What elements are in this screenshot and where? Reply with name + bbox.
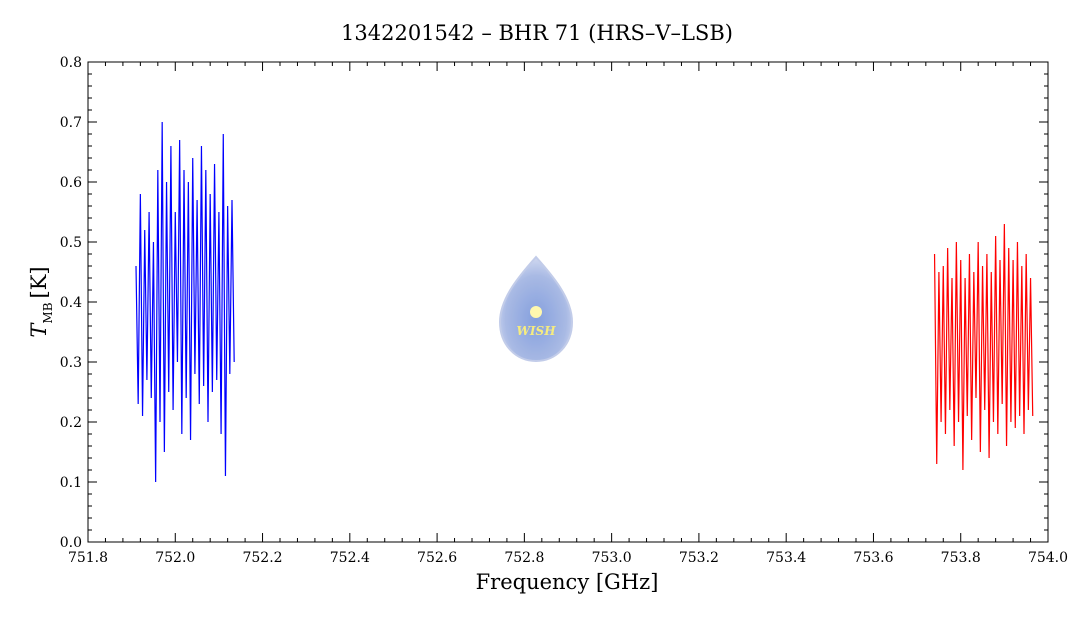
x-tick-label: 751.8 [68, 550, 108, 566]
chart-title: 1342201542 – BHR 71 (HRS–V–LSB) [341, 21, 733, 45]
y-label-unit: [K] [27, 266, 51, 298]
x-tick-label: 753.6 [853, 550, 893, 566]
y-label-sub: MB [41, 302, 55, 323]
y-axis-label: TMB [K] [27, 266, 55, 337]
logo-text: WISH [516, 324, 556, 338]
x-tick-label: 752.4 [330, 550, 370, 566]
wish-logo: WISH [498, 255, 574, 363]
y-tick-label: 0.3 [60, 355, 82, 371]
x-tick-label: 752.0 [155, 550, 195, 566]
y-label-main: T [27, 322, 51, 338]
spectrum-line [933, 223, 1034, 471]
spectrum-line [135, 121, 235, 483]
x-axis-label: Frequency [GHz] [476, 570, 659, 594]
x-tick-label: 753.0 [592, 550, 632, 566]
x-tick-label: 753.8 [941, 550, 981, 566]
y-tick-label: 0.1 [60, 475, 82, 491]
x-tick-label: 752.8 [504, 550, 544, 566]
x-tick-label: 752.6 [417, 550, 457, 566]
y-tick-label: 0.5 [60, 235, 82, 251]
x-tick-label: 754.0 [1028, 550, 1068, 566]
y-tick-label: 0.7 [60, 115, 82, 131]
y-tick-label: 0.6 [60, 175, 82, 191]
y-tick-label: 0.2 [60, 415, 82, 431]
y-tick-label: 0.8 [60, 55, 82, 71]
x-tick-label: 753.2 [679, 550, 719, 566]
logo-star [530, 306, 542, 318]
y-tick-label: 0.4 [60, 295, 82, 311]
x-tick-label: 753.4 [766, 550, 806, 566]
y-tick-label: 0.0 [60, 535, 82, 551]
x-tick-label: 752.2 [242, 550, 282, 566]
